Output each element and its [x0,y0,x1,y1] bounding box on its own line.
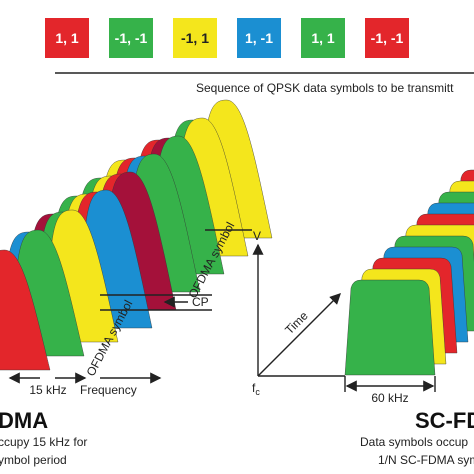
symbol-row: 1, 1 -1, -1 -1, 1 1, -1 1, 1 -1, -1 [45,18,409,58]
scfdma-bands [344,169,474,376]
fc-text: f [252,381,256,395]
scfdma-desc: Data symbols occup [360,435,468,449]
symbol-box [237,18,281,58]
time-axis-label: Time [282,308,311,337]
symbol-label: -1, -1 [371,30,404,46]
cp-label: CP [192,295,209,309]
ofdma-desc: ymbol period [0,453,67,467]
band [344,279,436,376]
frequency-label: Frequency [80,383,137,397]
bandwidth-label: 60 kHz [371,391,408,405]
fc-label: fc [252,381,260,397]
symbol-label: -1, -1 [115,30,148,46]
symbol-box [45,18,89,58]
subcarrier [0,249,51,371]
symbol-label: 1, 1 [311,30,335,46]
ofdma-annotations [8,229,252,384]
sequence-caption: Sequence of QPSK data symbols to be tran… [196,81,454,95]
ofdma-title: DMA [0,408,48,433]
symbol-label: 1, 1 [55,30,79,46]
symbol-box [173,18,217,58]
fc-sub: c [255,387,260,397]
symbol-box [365,18,409,58]
symbol-label: 1, -1 [245,30,273,46]
symbol-label: -1, 1 [181,30,209,46]
ofdma-subcarriers [0,99,273,371]
scfdma-axes [252,243,436,392]
scfdma-title: SC-FD [415,408,474,433]
scfdma-desc: 1/N SC-FDMA symbo [378,453,474,467]
ofdma-desc: ccupy 15 kHz for [0,435,87,449]
symbol-box [109,18,153,58]
spacing-label: 15 kHz [29,383,66,397]
symbol-box [301,18,345,58]
v-axis-label: V [253,229,261,243]
